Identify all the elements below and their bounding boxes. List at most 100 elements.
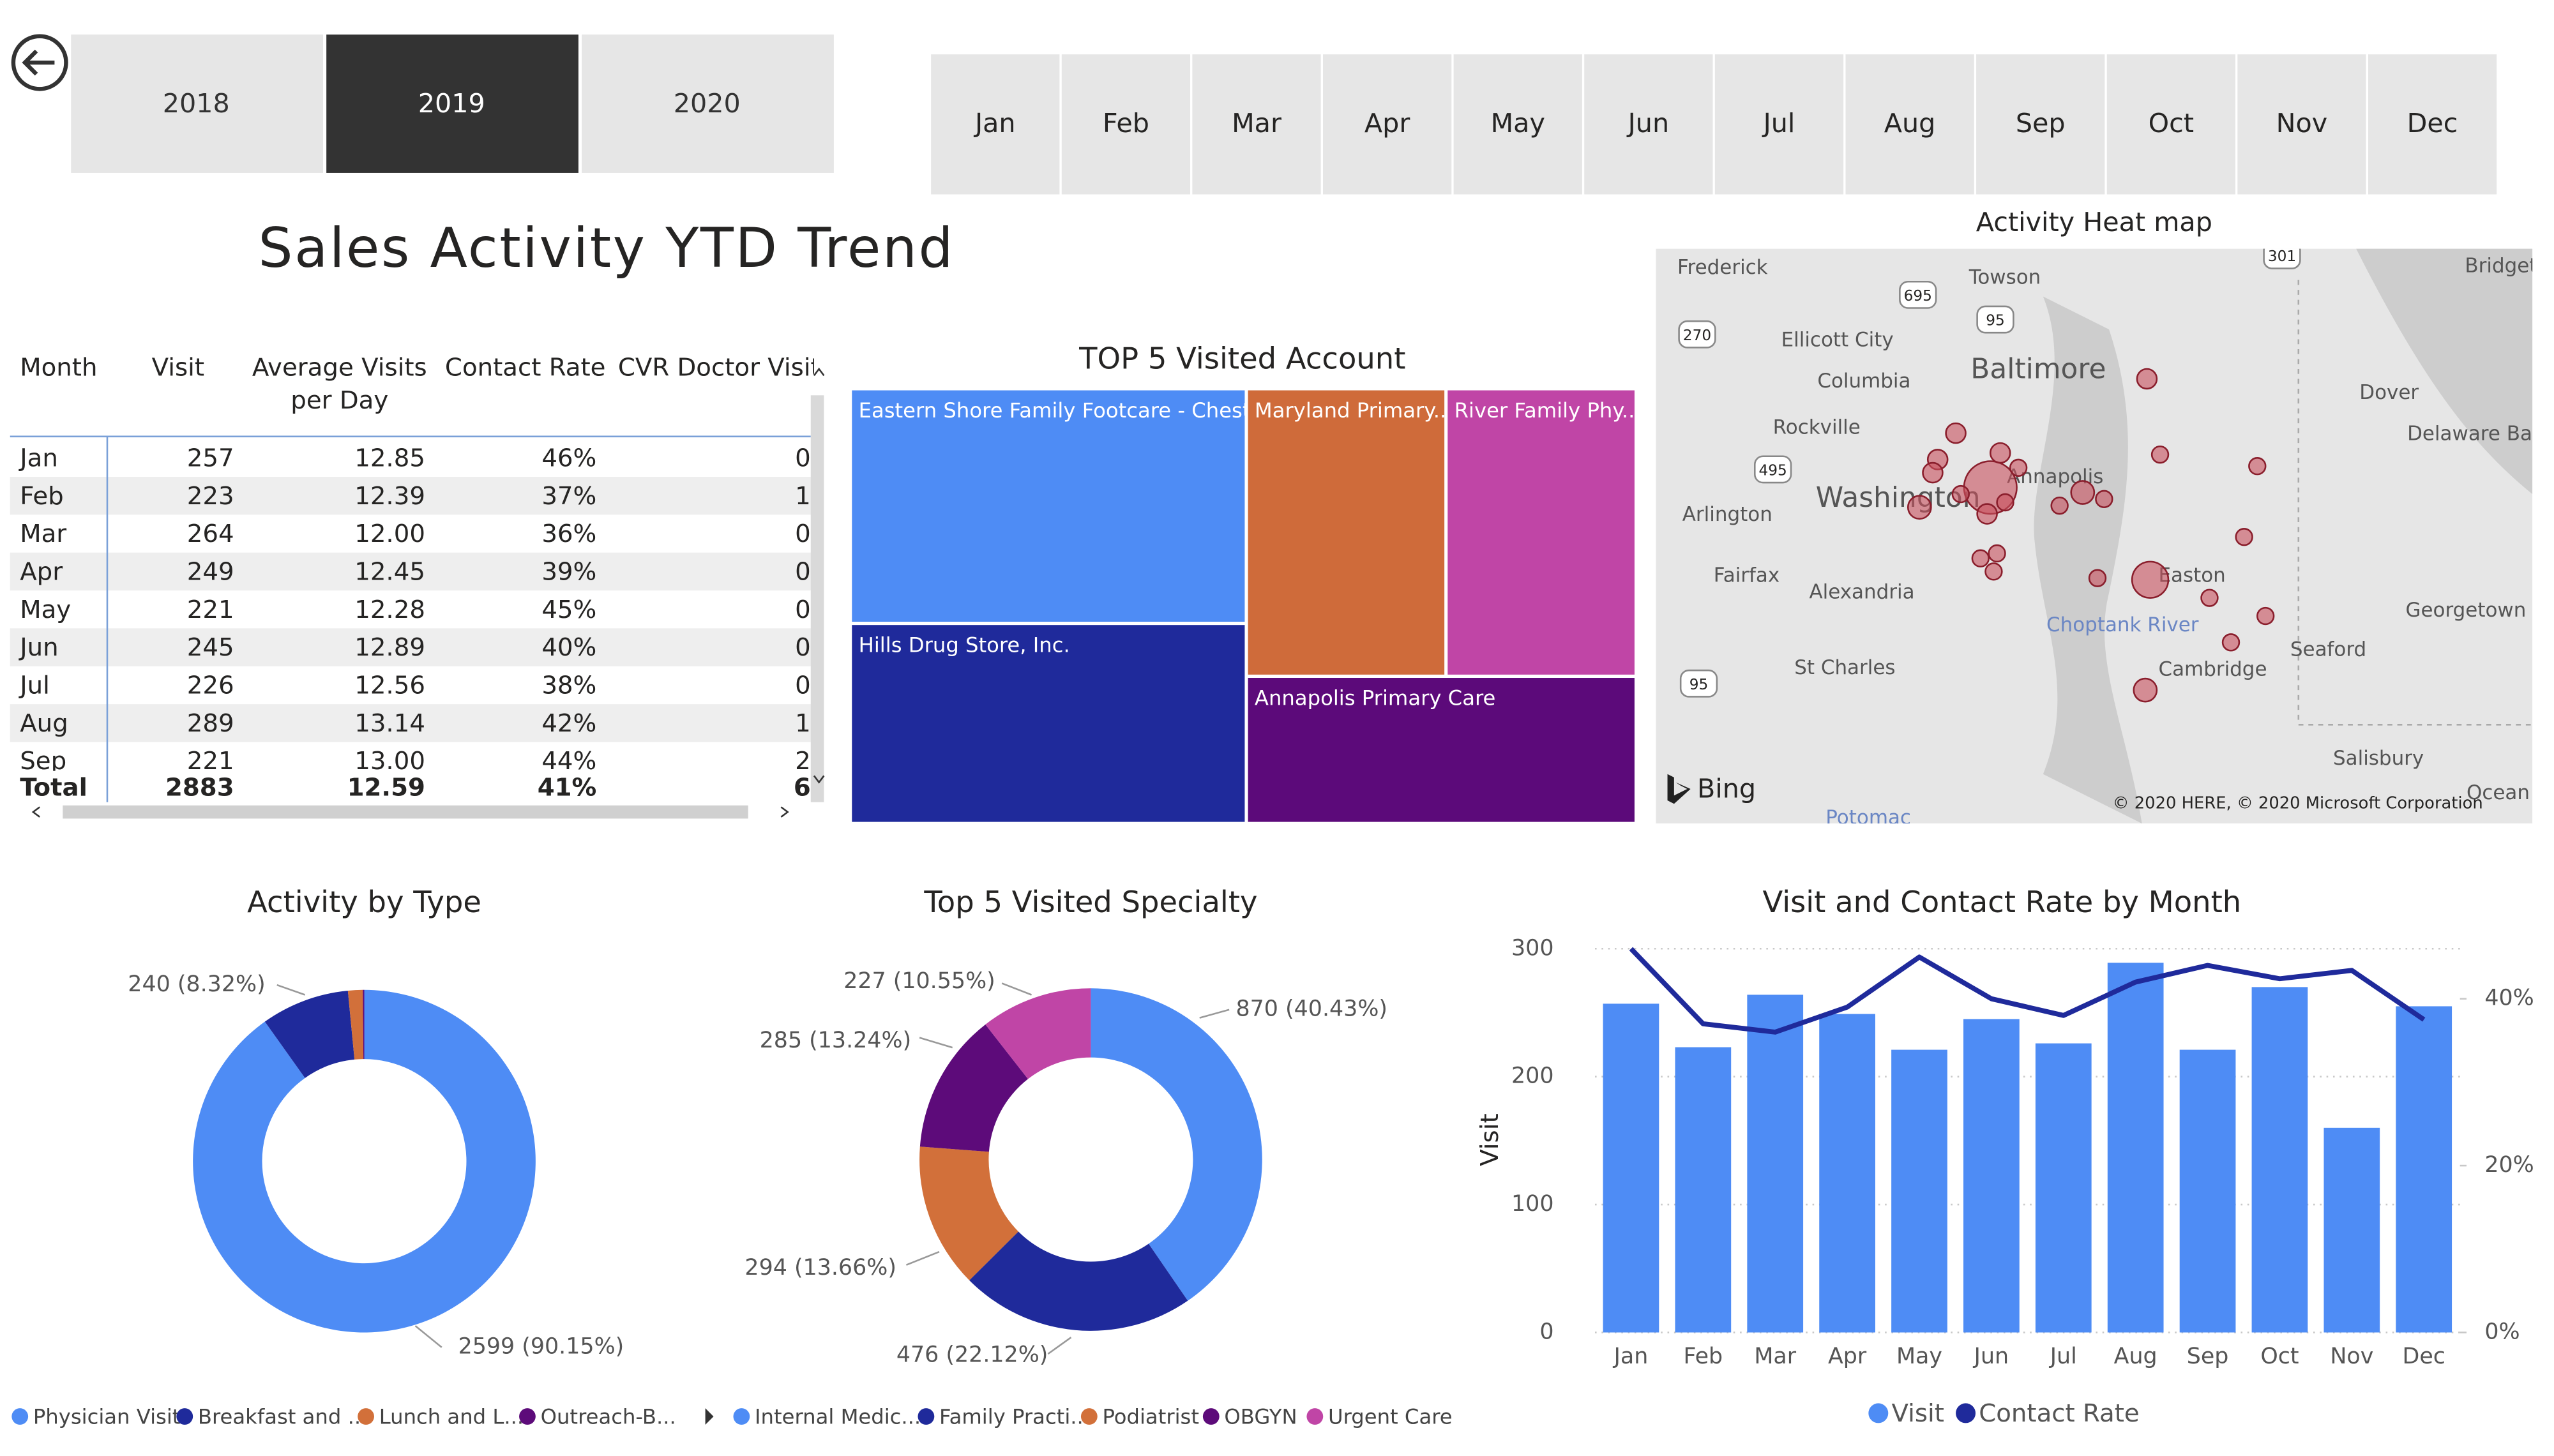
month-tile[interactable]: Jan — [931, 54, 1060, 195]
map-bubble — [2131, 560, 2170, 599]
treemap-label: Hills Drug Store, Inc. — [859, 633, 1070, 657]
table-cell: 46% — [541, 444, 596, 472]
month-tile-bg[interactable] — [1322, 54, 1452, 195]
legend-marker — [358, 1408, 374, 1425]
column-header: CVR Doctor Visit — [618, 353, 820, 382]
line — [1629, 947, 2426, 1035]
month-tile-bg[interactable] — [1845, 54, 1974, 195]
month-tile[interactable]: Feb — [1061, 54, 1191, 195]
table-cell: 12.00 — [354, 520, 425, 548]
month-tile[interactable]: Apr — [1322, 54, 1452, 195]
month-label[interactable]: Feb — [1103, 108, 1149, 139]
legend-label: Internal Medic... — [755, 1405, 921, 1429]
month-tile-bg[interactable] — [1061, 54, 1191, 195]
donut-slice — [1091, 988, 1262, 1301]
table-cell: 42% — [541, 709, 596, 738]
month-tile[interactable]: Jul — [1714, 54, 1844, 195]
month-tile[interactable]: Nov — [2237, 54, 2366, 195]
map-bubble — [2088, 569, 2107, 587]
month-tile-bg[interactable] — [2368, 54, 2497, 195]
month-label[interactable]: Sep — [2016, 108, 2066, 139]
table-cell: 257 — [187, 444, 234, 472]
month-tile[interactable]: Oct — [2106, 54, 2235, 195]
map-bubble — [2150, 445, 2170, 464]
v-scrollbar[interactable] — [810, 395, 824, 802]
year-tile[interactable]: 2020 — [582, 34, 834, 173]
bar — [2107, 963, 2164, 1333]
year-tile-bg[interactable] — [71, 34, 323, 173]
x-tick-label: Dec — [2403, 1344, 2445, 1369]
year-label[interactable]: 2018 — [163, 88, 230, 119]
month-tile-bg[interactable] — [1192, 54, 1321, 195]
legend-label: Family Practi... — [939, 1405, 1090, 1429]
year-tile[interactable]: 2019 — [326, 34, 578, 173]
table-cell: 0 — [795, 633, 811, 662]
month-label[interactable]: Aug — [1884, 108, 1936, 139]
scroll-left[interactable] — [31, 806, 40, 818]
bing-icon — [1667, 774, 1691, 804]
x-tick-label: Apr — [1828, 1344, 1867, 1369]
year-label[interactable]: 2020 — [674, 88, 741, 119]
y-tick-label: 200 — [1511, 1063, 1553, 1089]
month-tile[interactable]: May — [1453, 54, 1582, 195]
legend-marker — [1080, 1408, 1098, 1425]
map-place-label: Seaford — [2290, 638, 2366, 661]
month-label[interactable]: Jan — [973, 108, 1016, 139]
highway-shield — [1976, 305, 2014, 334]
map-place-label: Columbia — [1817, 370, 1910, 393]
month-tile-bg[interactable] — [2106, 54, 2235, 195]
month-tile-bg[interactable] — [1584, 54, 1713, 195]
row-band — [10, 552, 814, 591]
treemap-label: Eastern Shore Family Footcare - Chest... — [859, 398, 1271, 423]
month-label[interactable]: Jul — [1762, 108, 1795, 139]
month-tile[interactable]: Sep — [1976, 54, 2105, 195]
month-label[interactable]: Mar — [1232, 108, 1281, 139]
leader-line — [1047, 1337, 1072, 1355]
x-tick-label: Feb — [1683, 1344, 1723, 1369]
month-label[interactable]: Nov — [2276, 108, 2328, 139]
row-band — [10, 628, 814, 666]
page-title: Sales Activity YTD Trend — [258, 217, 955, 280]
h-scrollbar[interactable] — [63, 805, 748, 819]
total-cell: 12.59 — [347, 773, 425, 802]
table-cell: Sep — [20, 747, 66, 776]
scroll-down[interactable] — [813, 775, 825, 784]
year-label[interactable]: 2019 — [418, 88, 485, 119]
map-bubble — [2009, 458, 2028, 477]
month-tile-bg[interactable] — [2237, 54, 2366, 195]
month-tile-bg[interactable] — [1714, 54, 1844, 195]
year-tile-bg[interactable] — [326, 34, 578, 173]
month-tile[interactable]: Mar — [1192, 54, 1321, 195]
scroll-right[interactable] — [780, 806, 789, 818]
legend-scroll[interactable] — [705, 1408, 714, 1425]
month-label[interactable]: Dec — [2407, 108, 2458, 139]
month-tile[interactable]: Jun — [1584, 54, 1713, 195]
map-border — [2297, 280, 2533, 726]
scroll-up[interactable] — [813, 367, 825, 377]
map-bubble — [2200, 589, 2219, 607]
table-cell: 249 — [187, 557, 234, 586]
month-label[interactable]: Oct — [2149, 108, 2194, 139]
month-label[interactable]: May — [1491, 108, 1545, 139]
month-tile[interactable]: Dec — [2368, 54, 2497, 195]
column-header: Contact Rate — [445, 353, 606, 382]
treemap-tile — [852, 390, 1245, 622]
chart-title: TOP 5 Visited Account — [1078, 341, 1405, 376]
month-tile-bg[interactable] — [1976, 54, 2105, 195]
month-label[interactable]: Apr — [1364, 108, 1410, 139]
map-title: Activity Heat map — [1976, 207, 2212, 237]
month-tile-bg[interactable] — [931, 54, 1060, 195]
month-tile[interactable]: Aug — [1845, 54, 1974, 195]
data-label: 476 (22.12%) — [896, 1342, 1048, 1368]
legend-marker — [1868, 1403, 1889, 1423]
year-tile[interactable]: 2018 — [71, 34, 323, 173]
highway-shield — [1899, 280, 1937, 309]
back-button[interactable] — [11, 34, 68, 91]
month-label[interactable]: Jun — [1626, 108, 1669, 139]
highway-number: 495 — [1759, 462, 1787, 479]
map-place-label: Ocean C — [2467, 781, 2550, 804]
table-cell: 12.39 — [354, 482, 425, 511]
year-tile-bg[interactable] — [582, 34, 834, 173]
month-tile-bg[interactable] — [1453, 54, 1582, 195]
